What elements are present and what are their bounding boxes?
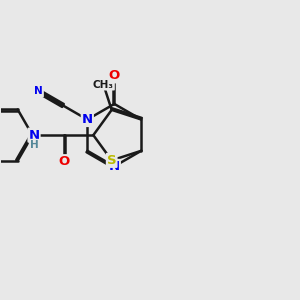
Text: N: N — [34, 86, 43, 96]
Text: N: N — [82, 113, 93, 126]
Text: H: H — [30, 140, 38, 150]
Text: O: O — [58, 155, 69, 168]
Text: N: N — [28, 129, 40, 142]
Text: S: S — [107, 154, 116, 167]
Text: O: O — [109, 69, 120, 82]
Text: N: N — [109, 160, 120, 173]
Text: CH₃: CH₃ — [93, 80, 114, 90]
